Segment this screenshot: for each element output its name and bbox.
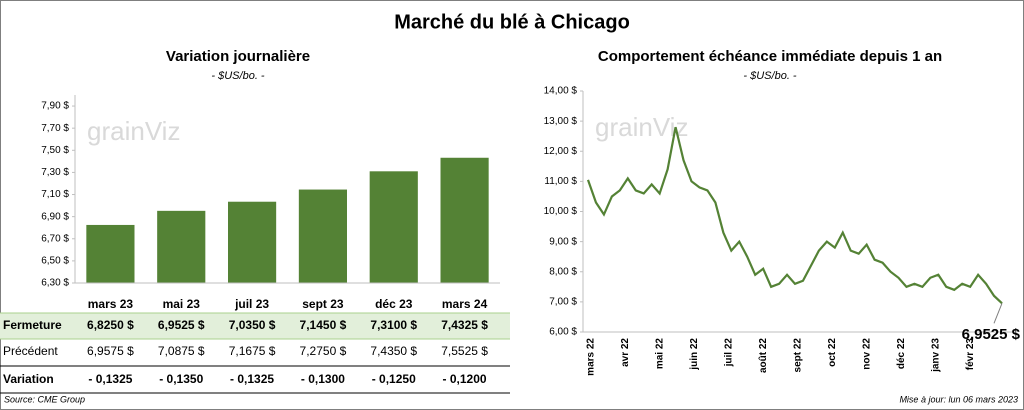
table-cell: - 0,1300 <box>301 372 345 386</box>
table-cell: 7,1450 $ <box>300 318 347 332</box>
table-cell: 7,2750 $ <box>300 344 347 358</box>
x-tick-label: déc 22 <box>896 338 907 370</box>
y-tick-label: 7,10 $ <box>41 189 69 200</box>
table-cell: 6,9575 $ <box>87 344 134 358</box>
x-tick-label: août 22 <box>758 338 769 373</box>
y-tick-label: 11,00 $ <box>544 176 577 187</box>
table-cell: 7,1675 $ <box>229 344 276 358</box>
bar <box>298 189 347 283</box>
chart-subtitle: - $US/bo. - <box>743 70 797 82</box>
y-tick-label: 7,50 $ <box>41 145 69 156</box>
table-cell: 6,8250 $ <box>87 318 134 332</box>
table-cell: 7,3100 $ <box>370 318 417 332</box>
table-cell: 6,9525 $ <box>158 318 205 332</box>
price-line <box>586 126 1003 305</box>
table-cell: 7,0875 $ <box>158 344 205 358</box>
updated: Mise à jour: lun 06 mars 2023 <box>899 394 1018 404</box>
bar <box>440 157 489 283</box>
x-tick-label: sept 23 <box>302 297 344 311</box>
page-title: Marché du blé à Chicago <box>394 11 630 33</box>
chart-subtitle: - $US/bo. - <box>211 70 265 82</box>
y-tick-label: 6,50 $ <box>41 256 69 267</box>
row-label: Fermeture <box>3 318 62 332</box>
table-cell: 7,0350 $ <box>229 318 276 332</box>
x-tick-label: avr 22 <box>620 338 631 367</box>
bar <box>228 201 277 283</box>
x-tick-label: mars 24 <box>442 297 488 311</box>
watermark: grainViz <box>87 116 180 146</box>
y-tick-label: 7,70 $ <box>41 123 69 134</box>
y-tick-label: 6,30 $ <box>41 278 69 289</box>
table-cell: - 0,1350 <box>159 372 203 386</box>
table-cell: - 0,1250 <box>372 372 416 386</box>
x-tick-label: mars 22 <box>586 338 597 376</box>
annotation-leader <box>993 303 1003 324</box>
x-tick-label: janv 23 <box>930 338 941 373</box>
x-tick-label: déc 23 <box>375 297 413 311</box>
x-tick-label: mai 23 <box>163 297 201 311</box>
x-tick-label: juil 22 <box>724 338 735 368</box>
row-label: Variation <box>3 372 54 386</box>
chart-title: Variation journalière <box>166 48 310 65</box>
chart-title: Comportement échéance immédiate depuis 1… <box>598 48 942 65</box>
y-tick-label: 14,00 $ <box>544 86 578 97</box>
row-label: Précédent <box>3 344 58 358</box>
table-cell: - 0,1325 <box>88 372 132 386</box>
table-cell: 7,5525 $ <box>441 344 488 358</box>
y-tick-label: 7,30 $ <box>41 167 69 178</box>
x-tick-label: févr 23 <box>965 338 976 371</box>
y-tick-label: 8,00 $ <box>549 266 577 277</box>
table-cell: - 0,1200 <box>443 372 487 386</box>
annotation: 6,9525 $ <box>962 326 1021 343</box>
bar <box>157 210 206 283</box>
x-tick-label: juil 23 <box>234 297 269 311</box>
y-tick-label: 7,90 $ <box>41 101 69 112</box>
y-tick-label: 7,00 $ <box>549 297 577 308</box>
table-cell: 7,4325 $ <box>441 318 488 332</box>
table-cell: 7,4350 $ <box>370 344 417 358</box>
y-tick-label: 6,90 $ <box>41 211 69 222</box>
x-tick-label: juin 22 <box>689 338 700 371</box>
highlight-row <box>0 313 510 339</box>
table-cell: - 0,1325 <box>230 372 274 386</box>
y-tick-label: 6,00 $ <box>549 327 577 338</box>
x-tick-label: oct 22 <box>827 338 838 367</box>
x-tick-label: sept 22 <box>793 338 804 373</box>
y-tick-label: 10,00 $ <box>544 206 578 217</box>
y-tick-label: 12,00 $ <box>544 146 578 157</box>
y-tick-label: 6,70 $ <box>41 233 69 244</box>
bar <box>86 224 135 283</box>
y-tick-label: 9,00 $ <box>549 236 577 247</box>
source: Source: CME Group <box>4 394 85 404</box>
x-tick-label: mars 23 <box>88 297 134 311</box>
y-tick-label: 13,00 $ <box>544 116 578 127</box>
x-tick-label: nov 22 <box>862 338 873 370</box>
x-tick-label: mai 22 <box>655 338 666 370</box>
bar <box>369 171 418 283</box>
